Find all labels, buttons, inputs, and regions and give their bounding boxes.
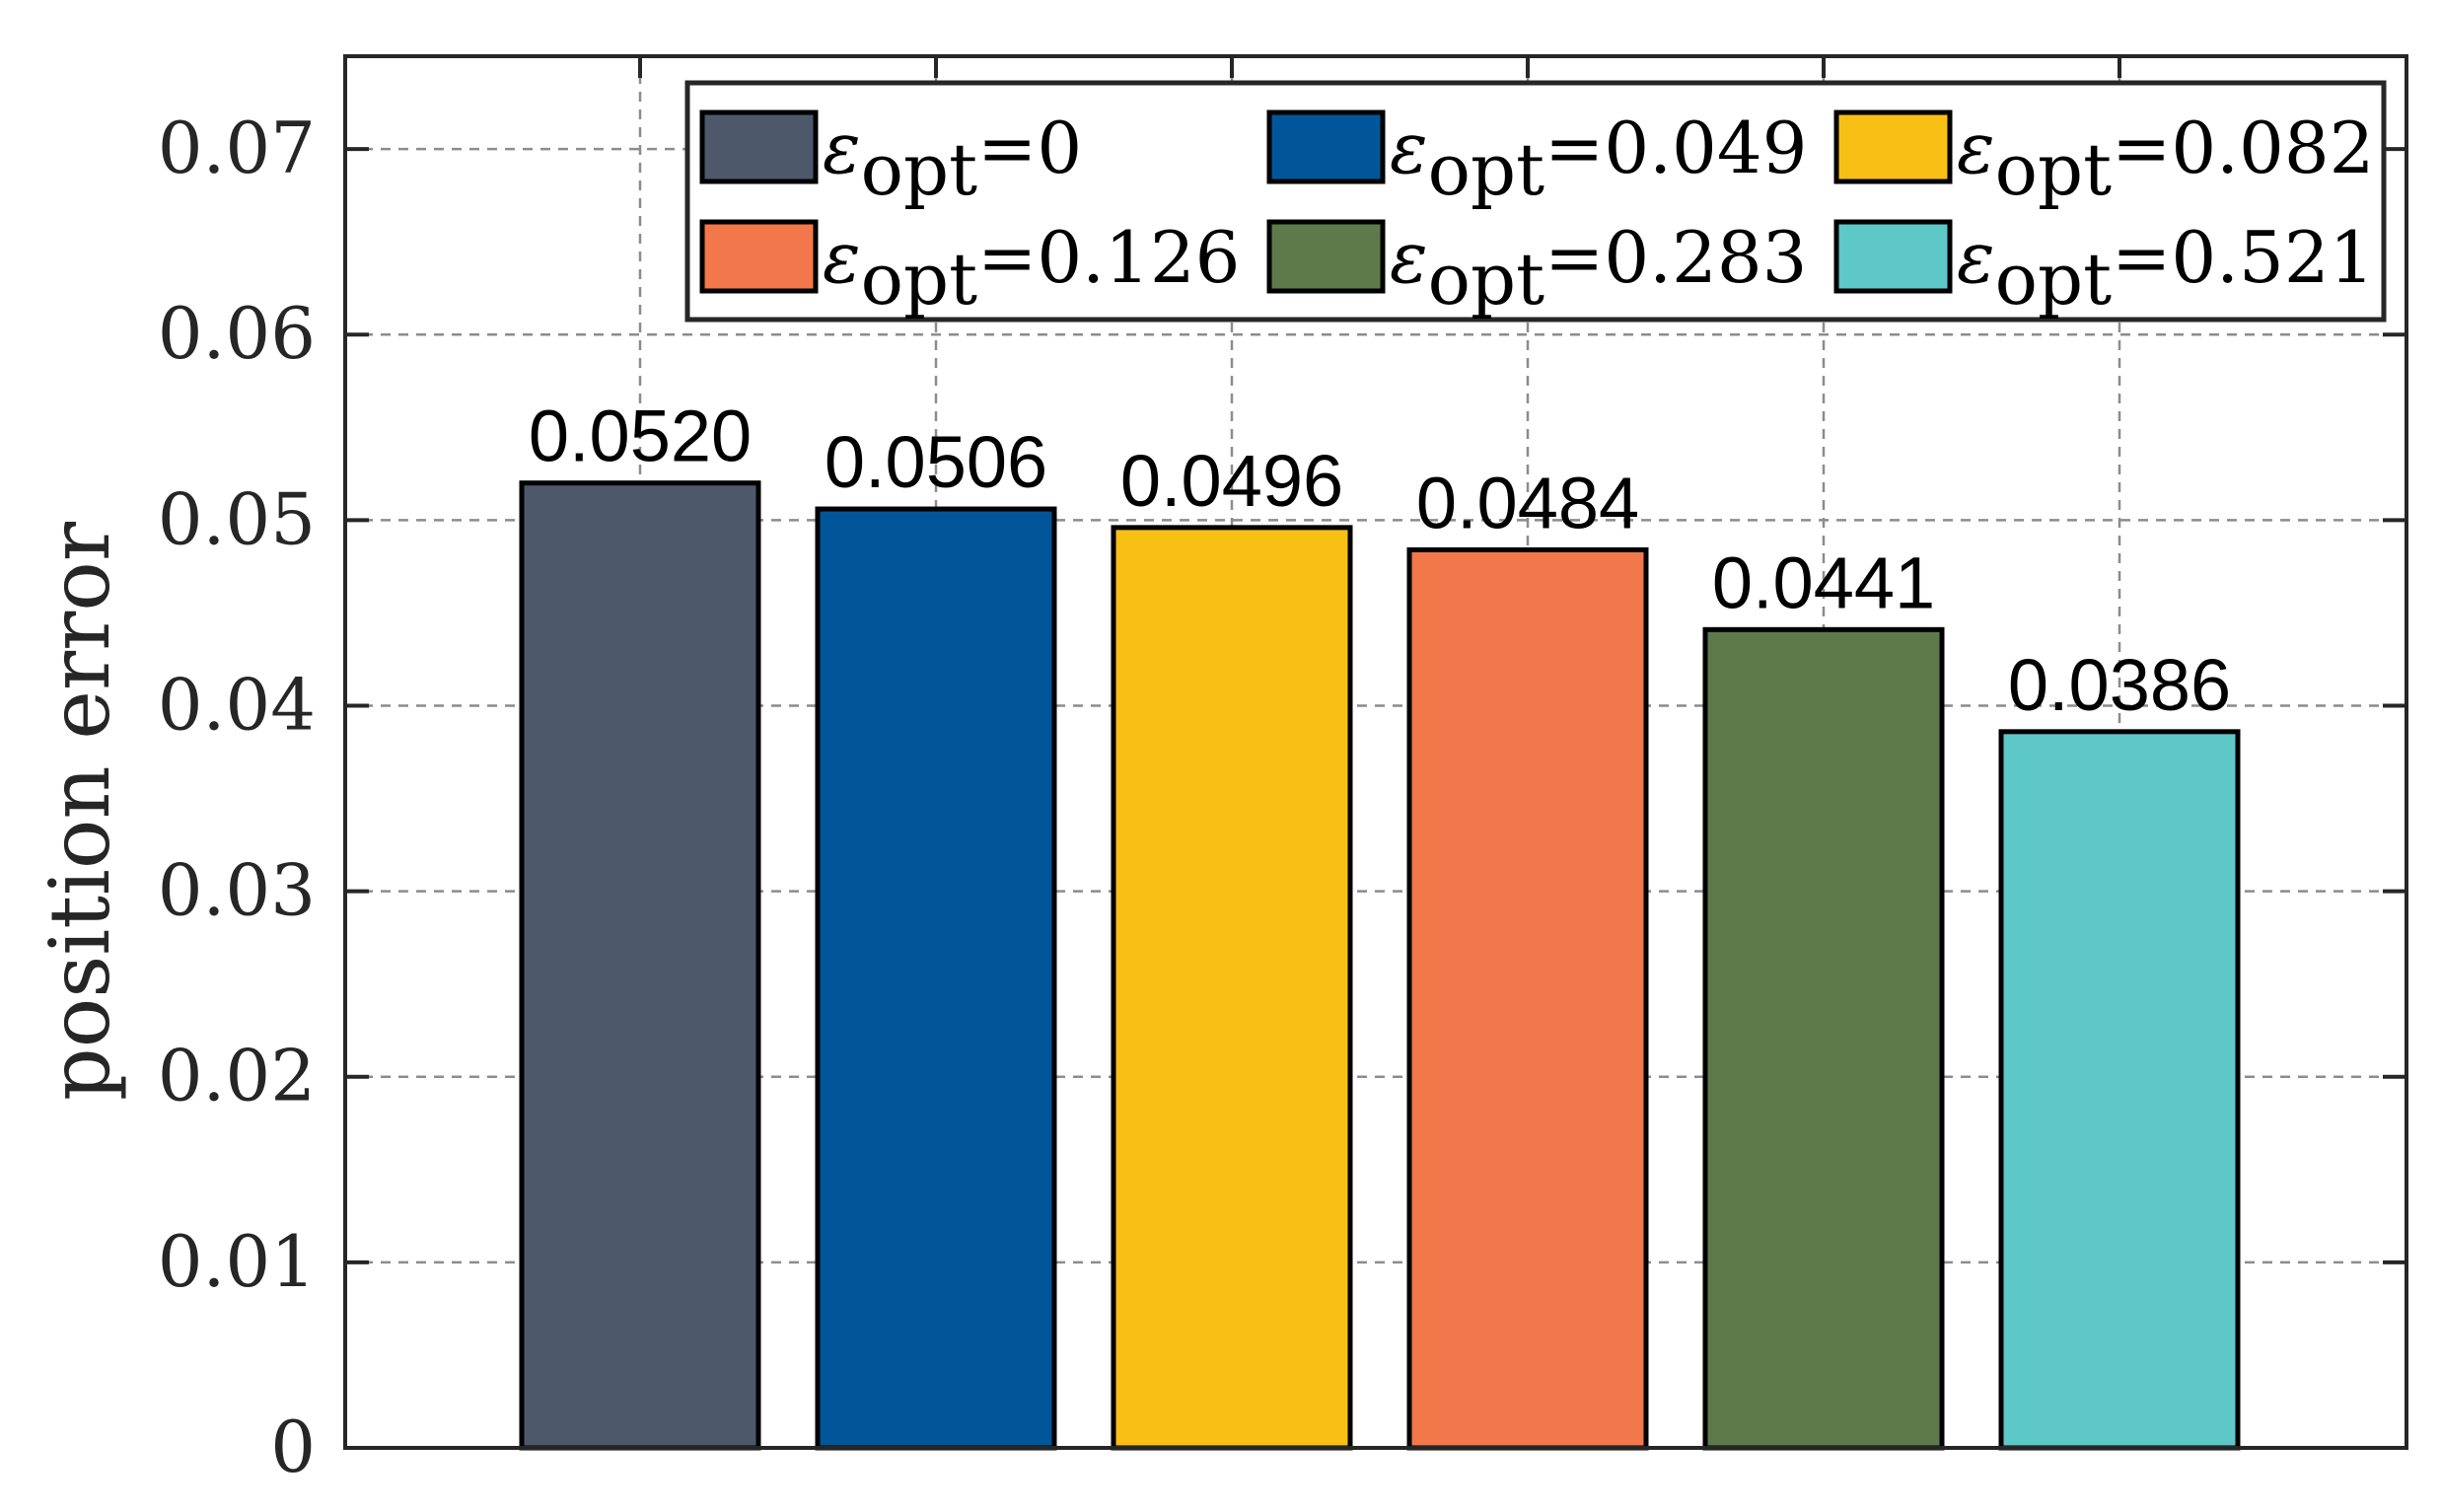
axes-box <box>343 54 2408 1450</box>
y-axis-label: position error <box>32 521 128 1101</box>
y-tick-label: 0.01 <box>158 1220 316 1303</box>
y-tick-label: 0.07 <box>158 107 316 189</box>
legend-entry-label: εopt=0.521 <box>1957 216 2374 321</box>
bar <box>1702 626 1945 1451</box>
y-tick-label: 0.04 <box>158 663 316 746</box>
y-tick-label: 0.05 <box>158 477 316 560</box>
bar <box>815 506 1057 1451</box>
legend-entry-label: εopt=0.049 <box>1390 107 1807 211</box>
legend-box <box>684 80 2387 323</box>
bar <box>1998 729 2241 1451</box>
y-tick-label: 0.03 <box>158 849 316 932</box>
legend-entry-label: εopt=0.082 <box>1957 107 2374 211</box>
data-labels-layer: 0.0520 0.0506 0.0496 0.0484 0.0441 0.0386 <box>529 396 2231 726</box>
bar <box>1406 546 1649 1451</box>
data-label: 0.0441 <box>1712 541 1935 623</box>
y-tick-label: 0.02 <box>158 1035 316 1117</box>
legend-swatch <box>699 219 819 294</box>
bars-layer <box>519 480 2241 1451</box>
legend-entry-label: εopt=0.126 <box>823 216 1240 321</box>
axes-layer: 0 0.01 0.02 0.03 0.04 0.05 0.06 0.07 position er… <box>32 54 2408 1488</box>
data-label: 0.0386 <box>2008 644 2231 726</box>
y-tick-label: 0 <box>270 1405 316 1488</box>
data-label: 0.0520 <box>529 396 752 477</box>
data-label: 0.0506 <box>825 421 1047 503</box>
legend-swatch <box>1266 219 1386 294</box>
bar <box>1111 525 1353 1451</box>
y-tick-label: 0.06 <box>158 292 316 375</box>
legend-entry-label: εopt=0 <box>823 107 1082 211</box>
legend-entry-label: εopt=0.283 <box>1390 216 1807 321</box>
legend-swatch <box>1833 109 1953 184</box>
legend-swatch <box>1833 219 1953 294</box>
data-label: 0.0496 <box>1120 440 1343 522</box>
data-label: 0.0484 <box>1416 462 1639 543</box>
legend-swatch <box>1266 109 1386 184</box>
legend: εopt=0 εopt=0.049 εopt=0.082 εopt=0.126 εopt… <box>684 80 2387 323</box>
legend-swatch <box>699 109 819 184</box>
bar <box>519 480 761 1451</box>
